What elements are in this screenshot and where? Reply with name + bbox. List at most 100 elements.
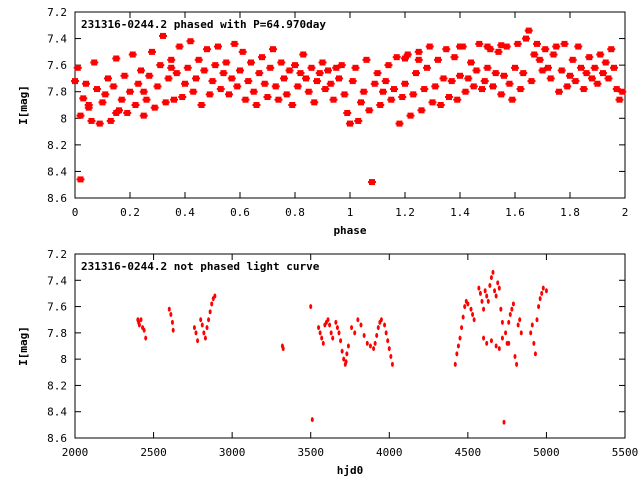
data-point — [389, 354, 393, 360]
y-tick-label: 7.4 — [47, 33, 67, 46]
y-tick-label: 8.2 — [47, 379, 67, 392]
data-point — [350, 325, 354, 331]
data-point — [384, 330, 388, 336]
data-point — [497, 346, 501, 352]
data-point — [494, 343, 498, 349]
data-point — [137, 322, 141, 328]
y-tick-label: 7.6 — [47, 301, 67, 314]
data-point — [196, 338, 200, 344]
x-tick-label: 0.8 — [285, 206, 305, 219]
data-point — [194, 330, 198, 336]
data-point — [359, 322, 363, 328]
data-point — [344, 359, 348, 365]
data-point — [491, 269, 495, 275]
data-point — [518, 317, 522, 323]
data-point — [203, 335, 207, 341]
data-point — [485, 293, 489, 299]
data-point — [453, 361, 457, 367]
data-point — [530, 322, 534, 328]
data-point — [480, 298, 484, 304]
data-point — [365, 340, 369, 346]
y-tick-label: 8 — [60, 353, 67, 366]
data-point — [488, 283, 492, 289]
chart-title: 231316-0244.2 phased with P=64.970day — [81, 18, 326, 31]
data-point — [507, 340, 511, 346]
data-point — [144, 335, 148, 341]
data-point — [500, 335, 504, 341]
data-point — [340, 348, 344, 354]
x-tick-label: 1.2 — [395, 206, 415, 219]
data-point — [537, 304, 541, 310]
data-point — [471, 311, 475, 317]
x-tick-label: 3500 — [297, 446, 324, 459]
data-point — [387, 346, 391, 352]
data-point — [167, 306, 171, 312]
data-point — [485, 340, 489, 346]
data-point — [169, 311, 173, 317]
y-axis-title: I[mag] — [17, 85, 30, 125]
data-point — [489, 275, 493, 281]
data-point — [456, 343, 460, 349]
x-tick-label: 4500 — [455, 446, 482, 459]
data-point — [466, 301, 470, 307]
data-point — [477, 285, 481, 291]
data-point — [497, 285, 501, 291]
y-tick-label: 7.2 — [47, 6, 67, 19]
data-points — [71, 27, 627, 186]
y-tick-label: 7.8 — [47, 86, 67, 99]
data-point — [368, 343, 372, 349]
x-tick-label: 5500 — [612, 446, 639, 459]
x-tick-label: 5000 — [533, 446, 560, 459]
data-point — [519, 330, 523, 336]
data-point — [472, 317, 476, 323]
data-point — [511, 301, 515, 307]
data-point — [318, 330, 322, 336]
data-point — [331, 335, 335, 341]
data-point — [478, 290, 482, 296]
data-point — [171, 327, 175, 333]
data-point — [337, 330, 341, 336]
data-point — [538, 296, 542, 302]
phased-light-curve-panel: 7.2 7.4 7.6 7.8 8 8.2 8.4 8.6 0 0.2 0.4 0.6 0.8 1 1.2… — [17, 6, 628, 237]
y-tick-label: 8.6 — [47, 432, 67, 445]
x-tick-label: 0.6 — [230, 206, 250, 219]
data-point — [496, 280, 500, 286]
x-axis-ticks: 2000 2500 3000 3500 4000 4500 5000 5500 — [62, 254, 639, 459]
data-point — [310, 417, 314, 423]
x-tick-label: 2500 — [140, 446, 167, 459]
data-point — [489, 338, 493, 344]
data-point — [362, 332, 366, 338]
data-point — [499, 306, 503, 312]
data-point — [317, 325, 321, 331]
x-tick-label: 1.8 — [560, 206, 580, 219]
data-point — [460, 325, 464, 331]
x-axis-title: phase — [333, 224, 366, 237]
data-point — [494, 293, 498, 299]
data-point — [540, 290, 544, 296]
x-tick-label: 0 — [72, 206, 79, 219]
y-tick-label: 8 — [60, 112, 67, 125]
data-point — [515, 361, 519, 367]
x-tick-label: 2000 — [62, 446, 89, 459]
data-point — [493, 288, 497, 294]
y-tick-label: 7.8 — [47, 327, 67, 340]
data-point — [208, 309, 212, 315]
y-tick-label: 8.2 — [47, 139, 67, 152]
data-point — [345, 351, 349, 357]
x-axis-ticks: 0 0.2 0.4 0.6 0.8 1 1.2 1.4 1.6 1.8 2 — [72, 12, 628, 219]
x-tick-label: 0.2 — [120, 206, 140, 219]
data-point — [334, 319, 338, 325]
y-tick-label: 7.4 — [47, 274, 67, 287]
data-point — [353, 330, 357, 336]
data-point — [510, 306, 514, 312]
data-point — [199, 317, 203, 323]
data-point — [372, 346, 376, 352]
data-point — [507, 319, 511, 325]
data-point — [326, 317, 330, 323]
data-point — [142, 327, 146, 333]
data-point — [281, 346, 285, 352]
data-point — [386, 338, 390, 344]
data-point — [379, 317, 383, 323]
y-tick-label: 7.2 — [47, 248, 67, 261]
data-point — [328, 322, 332, 328]
